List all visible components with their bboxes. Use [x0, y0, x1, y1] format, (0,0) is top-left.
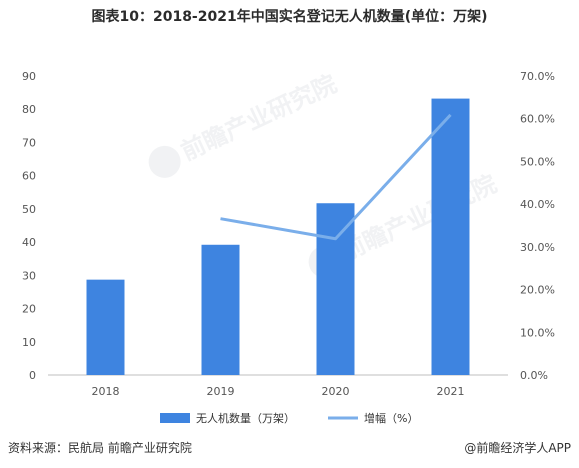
x-tick-label: 2020: [322, 385, 350, 398]
bar: [316, 203, 355, 375]
y-right-tick-label: 50.0%: [520, 155, 555, 168]
watermark-text: 前瞻产业研究院: [337, 170, 501, 266]
legend-line-label: 增幅（%）: [364, 411, 418, 425]
legend: 无人机数量（万架） 增幅（%）: [160, 411, 418, 425]
y-left-tick-label: 10: [22, 336, 36, 349]
y-left-tick-label: 20: [22, 303, 36, 316]
y-left-tick-label: 30: [22, 269, 36, 282]
y-right-tick-label: 0.0%: [520, 369, 548, 382]
y-right-tick-label: 40.0%: [520, 198, 555, 211]
y-left-tick-label: 70: [22, 136, 36, 149]
legend-bar-label: 无人机数量（万架）: [196, 411, 295, 425]
y-left-tick-label: 50: [22, 203, 36, 216]
y-left-tick-label: 60: [22, 170, 36, 183]
y-right-tick-label: 70.0%: [520, 70, 555, 83]
y-left-tick-label: 0: [29, 369, 36, 382]
bar: [86, 279, 125, 375]
y-right-tick-label: 10.0%: [520, 326, 555, 339]
x-tick-label: 2019: [207, 385, 235, 398]
bar: [201, 244, 240, 375]
watermark-text: 前瞻产业研究院: [177, 70, 341, 166]
watermark-logo-icon: [148, 145, 181, 178]
y-right-tick-label: 20.0%: [520, 284, 555, 297]
y-right-tick-label: 60.0%: [520, 113, 555, 126]
bar: [431, 98, 470, 375]
plot-area: 0 10 20 30 40 50 60 70 80 90 0.0% 10.0% 20.0% 30.0% 40…: [22, 70, 555, 398]
x-tick-label: 2018: [92, 385, 120, 398]
brand-tag: @前瞻经济学人APP: [464, 441, 571, 455]
y-left-tick-label: 80: [22, 103, 36, 116]
y-left-tick-label: 90: [22, 70, 36, 83]
y-right-tick-label: 30.0%: [520, 241, 555, 254]
y-left-tick-label: 40: [22, 236, 36, 249]
legend-bar-swatch: [160, 413, 190, 423]
source-note: 资料来源：民航局 前瞻产业研究院: [8, 441, 192, 455]
chart-title: 图表10：2018-2021年中国实名登记无人机数量(单位：万架): [91, 9, 488, 25]
x-tick-label: 2021: [437, 385, 465, 398]
